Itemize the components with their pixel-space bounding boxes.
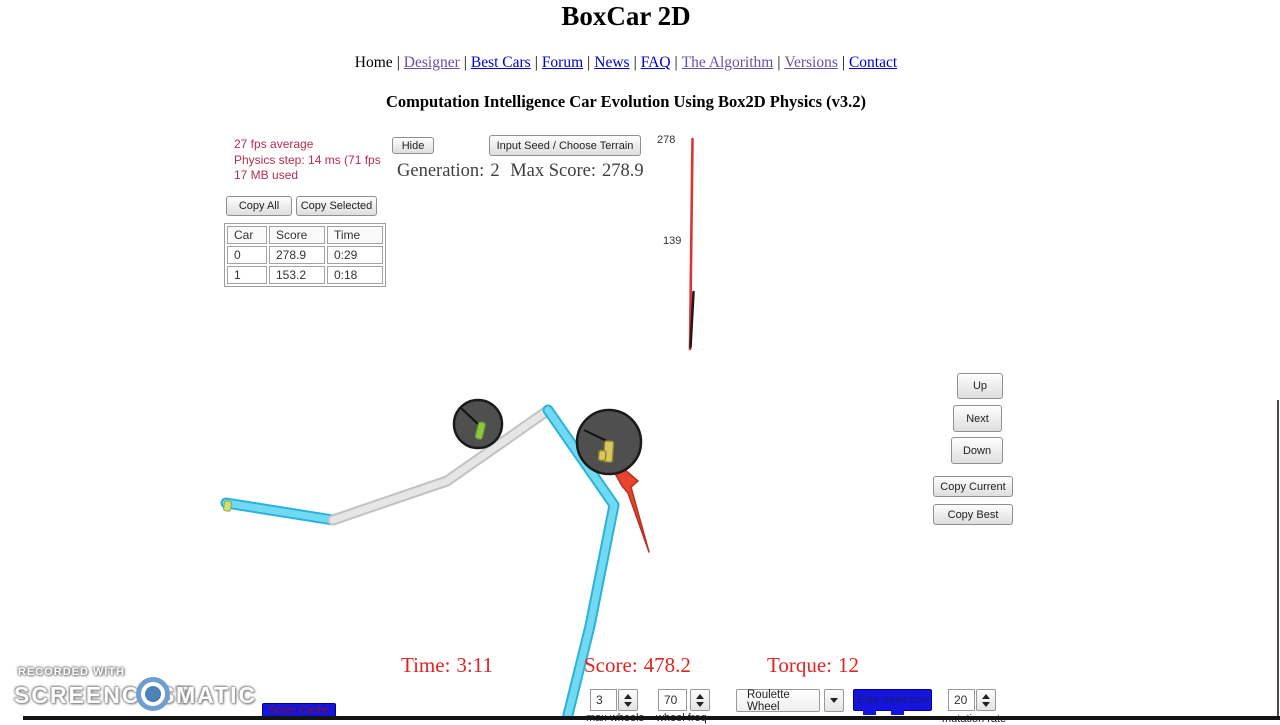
table-header-row: Car Score Time (227, 226, 383, 244)
mutation-rate-stepper[interactable] (976, 689, 996, 711)
cell-car: 0 (227, 246, 267, 264)
nav-separator: | (396, 54, 400, 71)
down-button[interactable]: Down (951, 437, 1003, 464)
logo-center-dot (145, 686, 161, 702)
score-graph-lines (688, 137, 695, 351)
graph-mid-label: 139 (663, 235, 682, 247)
up-button[interactable]: Up (957, 373, 1003, 399)
terrain-segment-cyan-left (220, 497, 339, 526)
nav-separator: | (633, 54, 637, 71)
score-value: 478.2 (643, 653, 691, 677)
stepper-down-icon[interactable] (624, 701, 632, 707)
watermark-recorded-with: RECORDED WITH (18, 666, 126, 678)
stepper-up-icon[interactable] (624, 693, 632, 699)
nav-separator: | (674, 54, 678, 71)
col-header-time: Time (327, 226, 383, 244)
max-wheels-input[interactable] (590, 689, 617, 711)
nav-separator: | (463, 54, 467, 71)
watermark-matic: MATIC (176, 682, 258, 708)
main-nav: Home | Designer | Best Cars | Forum | News | FAQ | T… (0, 54, 1252, 72)
nav-separator: | (841, 54, 845, 71)
nav-versions[interactable]: Versions (784, 54, 838, 71)
time-label: Time: (401, 653, 451, 677)
window-edge-line (1277, 400, 1279, 720)
nav-contact[interactable]: Contact (848, 54, 898, 71)
nav-faq[interactable]: FAQ (640, 54, 671, 71)
input-seed-button[interactable]: Input Seed / Choose Terrain (489, 135, 641, 156)
cutoff-blue-element (863, 710, 876, 715)
col-header-car: Car (227, 226, 267, 244)
copy-selected-button[interactable]: Copy Selected (296, 196, 377, 216)
wheel-freq-input[interactable] (658, 689, 687, 711)
stepper-down-icon[interactable] (982, 701, 990, 707)
fps-average: 27 fps average (234, 137, 314, 151)
car-chassis-yellow (597, 440, 615, 463)
copy-current-button[interactable]: Copy Current (933, 476, 1013, 497)
page-subtitle: Computation Intelligence Car Evolution U… (385, 92, 867, 111)
copy-best-button[interactable]: Copy Best (933, 504, 1013, 525)
max-score-label: Max Score: (510, 161, 597, 181)
next-button[interactable]: Next (953, 405, 1002, 432)
nav-separator: | (777, 54, 781, 71)
memory-used: 17 MB used (234, 168, 299, 182)
physics-step: Physics step: 14 ms (71 fps (234, 152, 381, 167)
cars-table: Car Score Time 0 278.9 0:29 1 153.2 0:18 (224, 223, 386, 287)
nav-home[interactable]: Home (354, 54, 393, 71)
generation-readout: Generation: 2 Max Score: 278.9 (397, 161, 650, 182)
car-front-wheel (575, 408, 643, 476)
hide-button[interactable]: Hide (392, 137, 434, 154)
page-title: BoxCar 2D (561, 1, 691, 31)
performance-stats: 27 fps average Physics step: 14 ms (71 f… (234, 137, 381, 184)
cutoff-blue-element (891, 710, 904, 715)
max-score-value: 278.9 (602, 161, 644, 181)
chevron-down-icon (830, 698, 838, 703)
score-label: Score: (584, 653, 638, 677)
copy-all-button[interactable]: Copy All (226, 196, 292, 216)
bottom-black-bar (23, 716, 1280, 720)
nav-separator: | (587, 54, 591, 71)
stepper-up-icon[interactable] (696, 693, 704, 699)
torque-value: 12 (838, 653, 860, 677)
mutation-rate-input[interactable] (948, 689, 975, 711)
cell-time: 0:18 (327, 266, 383, 284)
dropdown-arrow-button[interactable] (824, 689, 844, 712)
graph-max-label: 278 (657, 134, 676, 146)
cell-car: 1 (227, 266, 267, 284)
wheel-freq-stepper[interactable] (690, 689, 710, 711)
terrain-start-marker (223, 500, 232, 512)
nav-forum[interactable]: Forum (541, 54, 584, 71)
nav-the-algorithm[interactable]: The Algorithm (681, 54, 774, 71)
elite-selection-button[interactable]: Elite Selection (853, 689, 932, 711)
time-value: 3:11 (456, 653, 493, 677)
nav-best-cars[interactable]: Best Cars (470, 54, 531, 71)
nav-separator: | (534, 54, 538, 71)
terrain-segment-gray (327, 405, 553, 526)
torque-label: Torque: (767, 653, 833, 677)
nav-designer[interactable]: Designer (403, 54, 460, 71)
nav-news[interactable]: News (594, 54, 630, 71)
cell-score: 153.2 (269, 266, 325, 284)
max-wheels-stepper[interactable] (618, 689, 638, 711)
score-readout: Score: 478.2 (584, 653, 697, 678)
parent-selection-dropdown[interactable]: Roulette Wheel (736, 689, 820, 713)
time-readout: Time: 3:11 (401, 653, 499, 678)
cell-time: 0:29 (327, 246, 383, 264)
stepper-down-icon[interactable] (696, 701, 704, 707)
car-rear-wheel (452, 398, 504, 450)
table-row[interactable]: 0 278.9 0:29 (227, 246, 383, 264)
stepper-up-icon[interactable] (982, 693, 990, 699)
generation-value: 2 (490, 161, 500, 181)
score-cache-button[interactable]: Score Cache (262, 703, 336, 717)
col-header-score: Score (269, 226, 325, 244)
screencast-o-matic-logo-icon (136, 677, 170, 711)
cell-score: 278.9 (269, 246, 325, 264)
table-row[interactable]: 1 153.2 0:18 (227, 266, 383, 284)
torque-readout: Torque: 12 (767, 653, 865, 678)
generation-label: Generation: (397, 161, 485, 181)
